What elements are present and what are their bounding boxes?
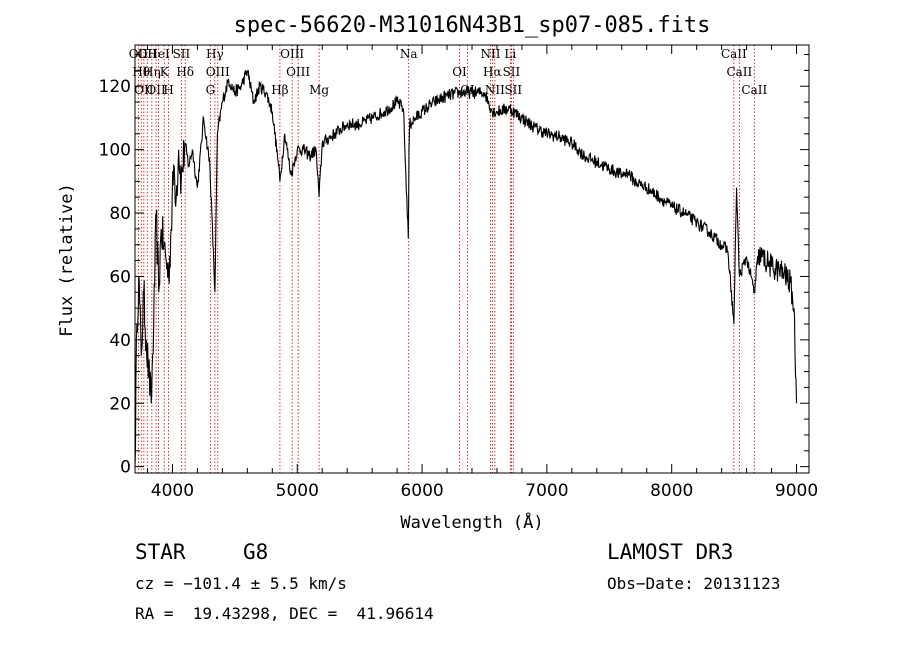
spectral-line-label: NII <box>480 47 500 61</box>
spectral-line-label: SII <box>504 83 522 97</box>
survey-name: LAMOST DR3 <box>607 540 734 564</box>
object-class: STAR <box>135 540 186 564</box>
spectral-line-label: Hθ <box>132 65 150 79</box>
x-axis-label: Wavelength (Å) <box>400 511 543 533</box>
spectral-line-label: CaII <box>726 65 752 79</box>
x-axis-ticks: 4000 5000 6000 7000 8000 9000 <box>146 45 818 501</box>
observation-date: Obs−Date: 20131123 <box>607 574 781 593</box>
spectral-line-label: HeI <box>147 47 170 61</box>
spectral-line-label: OII <box>129 47 149 61</box>
x-tick-label: 7000 <box>525 481 568 501</box>
spectral-line-label: Mg <box>309 83 329 97</box>
y-tick-label: 120 <box>99 77 131 97</box>
spectral-line-label: OIII <box>280 47 304 61</box>
y-tick-label: 80 <box>109 204 131 224</box>
spectral-line-label: G <box>206 83 216 97</box>
spectral-line-label: OI <box>452 65 467 79</box>
redshift-readout: cz = −101.4 ± 5.5 km/s <box>135 574 347 593</box>
spectral-line-label: SII <box>173 47 191 61</box>
y-tick-label: 100 <box>99 141 131 161</box>
y-axis-ticks: 0 20 40 60 80 100 120 <box>99 54 809 478</box>
plot-frame <box>134 44 810 474</box>
y-tick-label: 60 <box>109 267 131 287</box>
spectral-line-label: OII <box>146 83 166 97</box>
spectral-line-label: K <box>160 65 170 79</box>
object-subclass: G8 <box>243 540 269 564</box>
x-tick-label: 6000 <box>400 481 443 501</box>
spectral-line-label: CaII <box>741 83 767 97</box>
spectral-line-label: OIII <box>286 65 310 79</box>
spectral-line-label: Li <box>504 47 516 61</box>
spectral-line-label: Hδ <box>176 65 194 79</box>
x-tick-label: 9000 <box>775 481 818 501</box>
y-tick-label: 20 <box>109 394 131 414</box>
x-tick-label: 8000 <box>650 481 693 501</box>
x-tick-label: 4000 <box>151 481 194 501</box>
y-axis-label: Flux (relative) <box>57 183 77 337</box>
spectral-line-markers: OIIHθOIIOIIHηOIIHeIKHSIIHδGHγOIIIHβOIIIO… <box>129 45 767 473</box>
spectral-line-label: OII <box>138 47 158 61</box>
y-tick-label: 0 <box>120 458 131 478</box>
spectral-line-label: Na <box>400 47 418 61</box>
y-tick-label: 40 <box>109 331 131 351</box>
spectral-line-label: Hη <box>143 65 161 79</box>
spectral-line-label: Hγ <box>206 47 224 61</box>
spectrum-line <box>134 70 798 467</box>
coordinates-readout: RA = 19.43298, DEC = 41.96614 <box>135 604 434 623</box>
spectral-line-label: Hβ <box>271 83 288 97</box>
x-tick-label: 5000 <box>276 481 319 501</box>
spectral-line-label: CaII <box>721 47 747 61</box>
chart-title: spec-56620-M31016N43B1_sp07-085.fits <box>234 13 711 38</box>
spectral-line-label: SII <box>503 65 521 79</box>
spectral-line-label: Hα <box>483 65 502 79</box>
spectrum-series <box>134 70 798 467</box>
spectral-line-label: OIII <box>206 65 230 79</box>
spectral-line-label: NII <box>485 83 505 97</box>
spectral-line-label: H <box>163 83 173 97</box>
